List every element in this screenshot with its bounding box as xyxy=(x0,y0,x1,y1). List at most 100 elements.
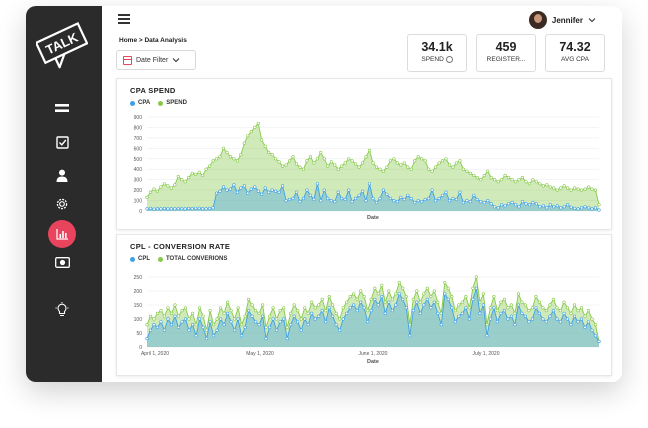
data-point xyxy=(155,325,160,330)
data-point xyxy=(225,188,229,192)
hamburger-menu-icon[interactable] xyxy=(118,14,130,24)
data-point xyxy=(558,308,563,313)
data-point xyxy=(544,308,549,313)
data-point xyxy=(415,289,419,293)
legend-label: SPEND xyxy=(166,100,187,106)
y-tick-label: 300 xyxy=(134,178,143,184)
data-point xyxy=(176,206,180,210)
info-icon[interactable] xyxy=(445,56,453,63)
data-point xyxy=(284,198,288,203)
talk-logo[interactable]: TALK xyxy=(36,18,88,70)
data-point xyxy=(479,199,483,204)
series-area xyxy=(147,183,599,211)
data-point xyxy=(376,303,380,307)
y-tick-label: 250 xyxy=(134,275,143,281)
user-menu[interactable]: Jennifer xyxy=(528,11,596,29)
data-point xyxy=(566,186,570,190)
data-point xyxy=(451,196,455,201)
data-point xyxy=(496,206,500,210)
data-point xyxy=(249,187,253,191)
date-filter-dropdown[interactable]: Date Filter xyxy=(116,50,196,70)
legend-item-spend[interactable]: SPEND xyxy=(158,100,187,106)
data-point xyxy=(229,308,233,313)
data-point xyxy=(516,303,521,307)
data-point xyxy=(340,164,344,168)
data-point xyxy=(527,182,532,186)
data-point xyxy=(392,157,396,161)
data-point xyxy=(580,188,584,192)
data-point xyxy=(145,207,149,211)
y-tick-label: 600 xyxy=(134,146,143,152)
data-point xyxy=(306,311,310,316)
user-icon[interactable] xyxy=(50,163,74,187)
gear-icon[interactable] xyxy=(50,192,74,216)
data-point xyxy=(341,306,345,310)
data-point xyxy=(486,198,490,203)
data-point xyxy=(461,167,466,171)
data-point xyxy=(225,150,229,155)
data-point xyxy=(180,308,184,313)
data-point xyxy=(362,295,366,299)
data-point xyxy=(274,189,278,193)
y-tick-label: 50 xyxy=(136,331,142,337)
data-point xyxy=(376,292,380,296)
data-point xyxy=(420,199,424,204)
data-point xyxy=(502,308,507,313)
bar-chart-icon[interactable] xyxy=(48,220,76,248)
data-point xyxy=(348,295,352,299)
lightbulb-icon[interactable] xyxy=(50,298,74,322)
data-point xyxy=(173,207,177,211)
data-point xyxy=(194,334,198,338)
data-point xyxy=(593,334,598,338)
data-point xyxy=(507,202,511,206)
data-point xyxy=(401,286,405,290)
data-point xyxy=(507,175,511,180)
data-point xyxy=(155,207,160,211)
legend-item-total-conversions[interactable]: TOTAL CONVERIONS xyxy=(158,256,227,262)
data-point xyxy=(472,173,476,178)
data-point xyxy=(430,169,434,173)
data-point xyxy=(364,155,368,159)
y-tick-label: 100 xyxy=(134,317,143,323)
checkbox-icon[interactable] xyxy=(50,130,74,154)
app-window: TALK Jennifer Home > xyxy=(26,6,622,382)
data-point xyxy=(208,308,212,313)
data-point xyxy=(378,196,382,201)
data-point xyxy=(197,317,202,321)
data-point xyxy=(159,207,163,211)
data-point xyxy=(180,207,184,211)
money-icon[interactable] xyxy=(50,250,74,274)
data-point xyxy=(336,167,340,171)
data-point xyxy=(397,281,401,285)
data-point xyxy=(427,196,431,201)
menu-lines-icon[interactable] xyxy=(50,96,74,120)
data-point xyxy=(347,188,351,192)
date-filter-label: Date Filter xyxy=(136,56,169,64)
data-point xyxy=(548,303,552,307)
data-point xyxy=(510,178,514,182)
data-point xyxy=(411,297,415,302)
data-point xyxy=(446,286,450,290)
data-point xyxy=(299,317,303,321)
data-point xyxy=(334,311,338,316)
data-point xyxy=(548,203,552,207)
data-point xyxy=(493,205,497,209)
data-point xyxy=(499,311,503,316)
chevron-down-icon xyxy=(588,18,596,23)
data-point xyxy=(479,178,483,182)
data-point xyxy=(173,303,177,307)
data-point xyxy=(395,161,399,165)
data-point xyxy=(517,205,521,209)
data-point xyxy=(166,306,170,310)
y-tick-label: 200 xyxy=(134,289,143,295)
stat-value: 459 xyxy=(495,40,517,54)
data-point xyxy=(500,178,504,182)
stat-label: REGISTER... xyxy=(486,56,526,63)
legend-item-cpl[interactable]: CPL xyxy=(130,256,150,262)
chart-legend: CPL TOTAL CONVERIONS xyxy=(130,256,227,262)
legend-item-cpa[interactable]: CPA xyxy=(130,100,150,106)
data-point xyxy=(552,186,556,190)
data-point xyxy=(506,317,510,321)
data-point xyxy=(301,167,306,171)
data-point xyxy=(411,308,415,313)
